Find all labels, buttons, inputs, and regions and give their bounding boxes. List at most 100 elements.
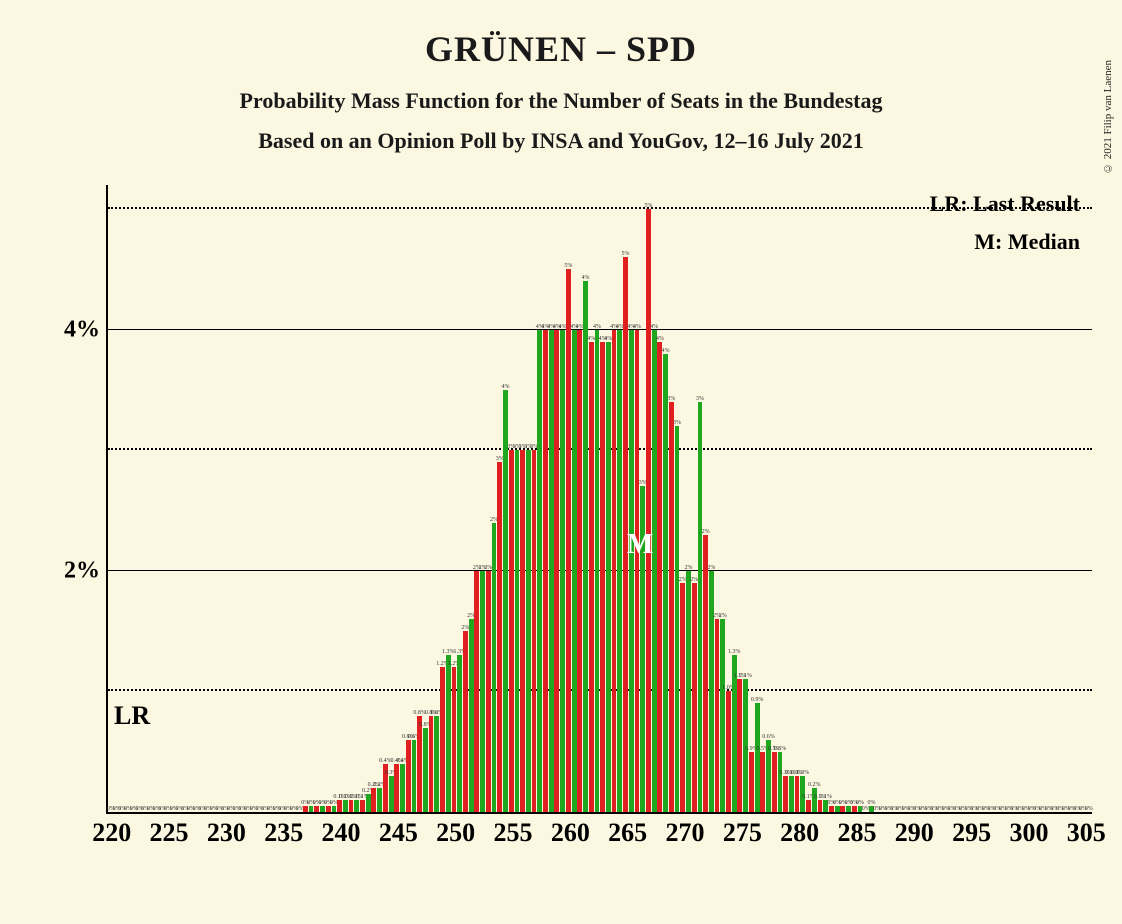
bar-green: 0.4%	[400, 764, 405, 812]
bar-red: 2%	[463, 631, 468, 812]
bar-green: 0.1%	[343, 800, 348, 812]
bar-group: 0%0%	[1000, 185, 1011, 812]
bar-green: 0.5%	[778, 752, 783, 812]
bar-red: 0.9%	[749, 752, 754, 812]
bar-group: 2%2%	[474, 185, 485, 812]
x-axis: 2202252302352402452502552602652702752802…	[106, 814, 1092, 854]
bar-group: 0%0%	[966, 185, 977, 812]
bar-red: 0%	[840, 806, 845, 812]
bar-red: 0.8%	[417, 716, 422, 812]
bar-group: 0%0%	[851, 185, 862, 812]
y-tick-label: 4%	[64, 316, 100, 343]
bar-red: 4%	[635, 330, 640, 812]
bar-red: 0.6%	[406, 740, 411, 812]
bar-green: 0%	[846, 806, 851, 812]
bar-group: 0%0%	[325, 185, 336, 812]
bar-red: 3%	[532, 450, 537, 812]
bar-group: 0%0%	[1012, 185, 1023, 812]
bar-group: 4%4%	[611, 185, 622, 812]
bar-group: 4%4%	[588, 185, 599, 812]
bar-green: 4%	[572, 330, 577, 812]
bar-green: 0.8%	[434, 716, 439, 812]
bar-red: 0.3%	[795, 776, 800, 812]
bar-red: 2%	[680, 583, 685, 812]
bar-group: 0.8%0.8%	[417, 185, 428, 812]
bar-red: 0%	[326, 806, 331, 812]
bar-green: 4%	[537, 330, 542, 812]
x-tick-label: 280	[780, 818, 819, 848]
bar-group: 0%0%	[829, 185, 840, 812]
bar-group: 2%2%	[714, 185, 725, 812]
bar-group: 0.5%0.6%	[760, 185, 771, 812]
bar-group: 0%0%	[863, 185, 874, 812]
bar-red: 0.5%	[760, 752, 765, 812]
bar-group: 0.1%0.1%	[348, 185, 359, 812]
bar-red: 0.5%	[772, 752, 777, 812]
x-tick-label: 220	[92, 818, 131, 848]
bar-group: 0%0%	[302, 185, 313, 812]
bar-series: 0%0%0%0%0%0%0%0%0%0%0%0%0%0%0%0%0%0%0%0%…	[108, 185, 1092, 812]
bar-red: 4%	[577, 330, 582, 812]
bar-red: 1.2%	[440, 667, 445, 812]
bar-group: 0%0%	[200, 185, 211, 812]
bar-red: 2%	[692, 583, 697, 812]
bar-group: 0%0%	[1057, 185, 1068, 812]
bar-group: 0.4%0.4%	[394, 185, 405, 812]
bar-group: 5%4%	[646, 185, 657, 812]
x-tick-label: 240	[322, 818, 361, 848]
bar-red: 0.1%	[349, 800, 354, 812]
bar-group: 0.1%0.2%	[360, 185, 371, 812]
bar-green: 4%	[595, 330, 600, 812]
bar-group: 4% 4%	[657, 185, 668, 812]
bar-group: 0%0%	[245, 185, 256, 812]
bar-group: 4%3%	[634, 185, 645, 812]
bar-green: 4%	[663, 354, 668, 812]
bar-group: 0%0%	[1046, 185, 1057, 812]
bar-green: 3%	[526, 450, 531, 812]
bar-group: 0.9%0.9%	[749, 185, 760, 812]
bar-group: 4%4%	[543, 185, 554, 812]
bar-group: 0%0%	[909, 185, 920, 812]
bar-green: 0.3%	[789, 776, 794, 812]
x-tick-label: 250	[436, 818, 475, 848]
bar-group: 0%0%	[874, 185, 885, 812]
bar-group: 3%4%	[497, 185, 508, 812]
bar-value-label: 4%	[656, 336, 664, 342]
bar-value-label: 2%	[702, 529, 710, 535]
bar-red: 4%	[612, 330, 617, 812]
bar-green: 2%	[480, 571, 485, 812]
bar-group: 0%0%	[1023, 185, 1034, 812]
bar-group: 0%0%	[840, 185, 851, 812]
bar-red: 0%	[829, 806, 834, 812]
bar-red: 1.2%	[452, 667, 457, 812]
bar-group: 0.5%0.5%	[771, 185, 782, 812]
chart-container: LR: Last Result M: Median 2%4% 0%0%0%0%0…	[50, 185, 1092, 854]
bar-group: 0%0%	[943, 185, 954, 812]
bar-value-label: 0%	[1085, 806, 1093, 812]
bar-group: 0%0%	[989, 185, 1000, 812]
bar-green: 0.2%	[377, 788, 382, 812]
bar-value-label: 3%	[667, 396, 675, 402]
bar-red: 1.0%	[726, 691, 731, 812]
bar-group: 4%4%	[600, 185, 611, 812]
bar-green: 2%	[720, 619, 725, 812]
bar-green: 0.6%	[412, 740, 417, 812]
bar-group: 0%0%	[280, 185, 291, 812]
bar-group: 0%0%	[165, 185, 176, 812]
bar-red: 4%	[589, 342, 594, 812]
bar-group: 0%0%	[188, 185, 199, 812]
plot-area: LR: Last Result M: Median 2%4% 0%0%0%0%0…	[106, 185, 1092, 814]
x-tick-label: 290	[895, 818, 934, 848]
chart-header: GRÜNEN – SPD Probability Mass Function f…	[0, 0, 1122, 154]
bar-group: 0%0%	[177, 185, 188, 812]
bar-group: 4%4%	[577, 185, 588, 812]
x-tick-label: 255	[494, 818, 533, 848]
bar-group: 2%2%	[703, 185, 714, 812]
bar-group: 0%0%	[1034, 185, 1045, 812]
bar-green: 4%	[629, 330, 634, 812]
bar-red: 3%	[669, 402, 674, 812]
bar-group: 3%4%	[531, 185, 542, 812]
x-tick-label: 225	[150, 818, 189, 848]
bar-green: 4%	[617, 330, 622, 812]
bar-group: 0%0%	[897, 185, 908, 812]
